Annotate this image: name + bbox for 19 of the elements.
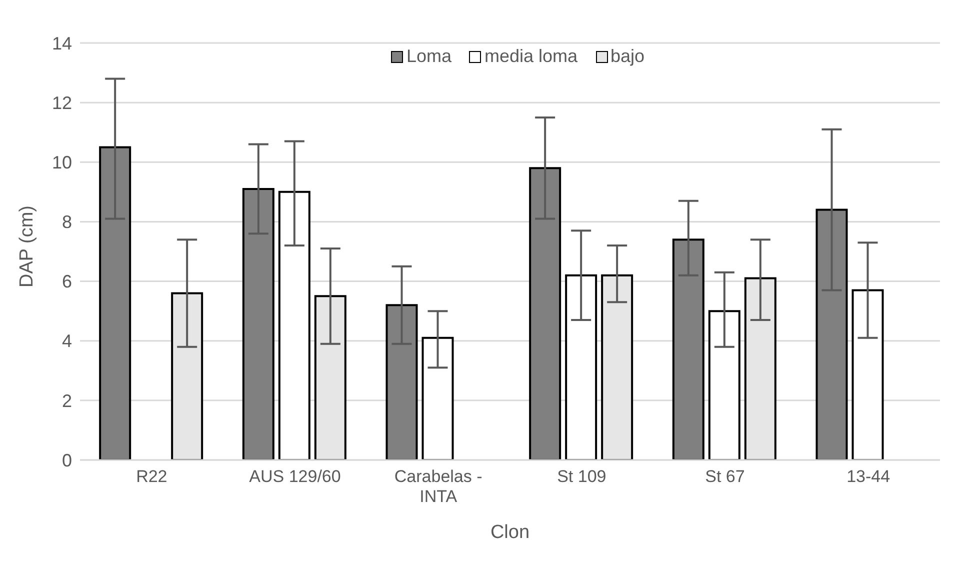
legend-label: media loma [484,46,578,67]
y-tick-label: 2 [62,390,72,411]
y-tick-label: 4 [62,331,72,352]
x-tick-label: St 109 [557,467,606,486]
x-tick-label: St 67 [705,467,745,486]
x-tick-label: Carabelas - INTA [394,467,482,506]
x-tick-label: 13-44 [846,467,890,486]
y-tick-label: 12 [52,92,72,113]
y-tick-label: 0 [62,450,72,470]
y-tick-label: 6 [62,272,72,292]
x-axis-title: Clon [490,522,530,543]
y-tick-label: 8 [62,212,72,232]
x-tick-label: R22 [136,467,168,486]
y-tick-label: 14 [52,33,72,54]
legend-label: Loma [406,46,452,67]
y-tick-label: 10 [52,152,72,173]
legend-label: bajo [610,46,645,67]
y-axis-title: DAP (cm) [16,206,38,288]
x-tick-label: AUS 129/60 [249,467,341,486]
